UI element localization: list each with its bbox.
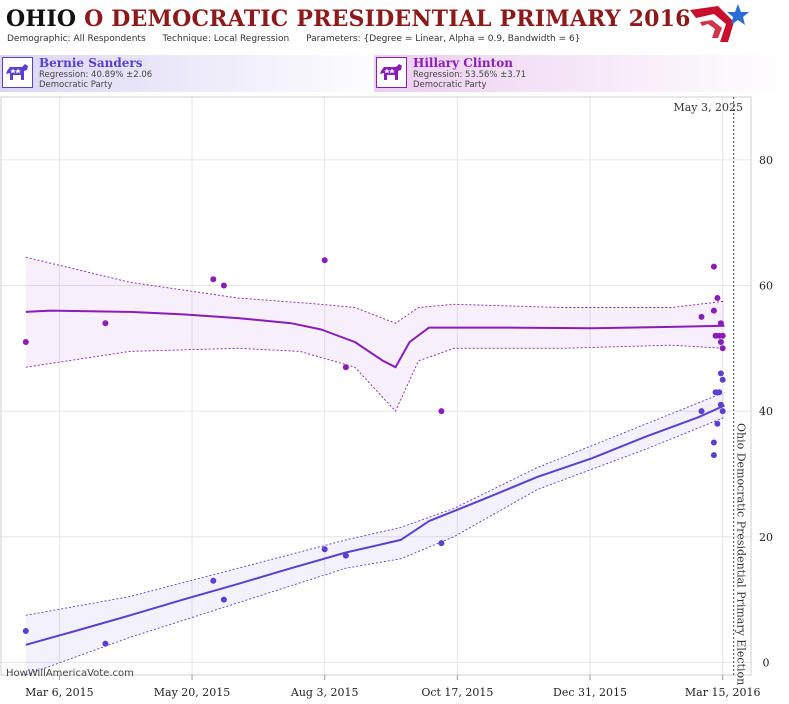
poll-point [342,552,349,559]
regression-line [25,309,725,369]
x-tick-label: Oct 17, 2015 [421,686,493,699]
poll-point [719,345,726,352]
poll-point [710,307,717,314]
donkey-icon [376,57,407,88]
poll-point [719,376,726,383]
poll-point [438,408,445,415]
confidence-band [25,392,725,675]
poll-point [717,339,724,345]
confidence-bands [25,256,725,676]
page-title: OHIO O DEMOCRATIC PRESIDENTIAL PRIMARY 2… [6,6,691,32]
donkey-icon [2,57,33,88]
candidate-regression: Regression: 40.89% ±2.06 [39,70,153,80]
candidate-party: Democratic Party [413,80,487,90]
candidate-name: Bernie Sanders [39,56,143,70]
confidence-band [25,257,725,412]
poll-point [321,257,328,264]
poll-point [210,577,217,584]
candidate-name: Hillary Clinton [413,56,513,70]
chart-header: OHIO O DEMOCRATIC PRESIDENTIAL PRIMARY 2… [0,0,789,52]
poll-point [321,546,328,553]
site-logo [690,4,749,42]
candidate-party: Democratic Party [39,80,113,90]
watermark: HowWillAmericaVote.com [6,668,134,679]
poll-point [22,628,29,634]
regression-lines [25,309,725,646]
poll-point [342,364,349,371]
poll-point [710,439,717,446]
regression-line [25,404,725,646]
band-upper-line [25,256,725,324]
band-upper-line [25,391,725,616]
poll-point [710,452,717,459]
election-label: Ohio Democratic Presidential Primary Ele… [735,423,748,685]
election-marker: Ohio Democratic Presidential Primary Ele… [673,97,748,685]
poll-point [698,408,705,415]
poll-point [102,320,109,327]
corner-date-label: May 3, 2025 [673,101,743,114]
y-tick-label: 80 [759,154,773,167]
poll-point [719,408,726,415]
technique-value: Local Regression [213,34,290,44]
poll-point [710,263,717,270]
title-rest: O DEMOCRATIC PRESIDENTIAL PRIMARY 2016 [76,6,691,32]
candidate-card-sanders: Bernie Sanders Regression: 40.89% ±2.06 … [0,55,394,92]
poll-point [714,295,721,301]
y-tick-label: 0 [763,656,770,669]
x-tick-label: Mar 15, 2016 [685,686,761,699]
chart-plot: Mar 6, 2015 May 20, 2015 Aug 3, 2015 Oct 17… [0,96,773,699]
y-tick-label: 20 [759,531,773,544]
x-tick-label: Dec 31, 2015 [553,686,627,699]
poll-point [717,401,724,408]
poll-point [698,313,705,320]
poll-point [717,370,724,377]
parameters-value: {Degree = Linear, Alpha = 0.9, Bandwidth… [363,34,581,44]
poll-point [714,420,721,427]
candidate-regression: Regression: 53.56% ±3.71 [413,70,527,80]
x-tick-label: Aug 3, 2015 [290,686,359,699]
y-tick-label: 40 [759,405,773,418]
plot-border [0,96,752,676]
poll-point [102,640,109,647]
demographic-value: All Respondents [73,34,146,44]
poll-point [716,389,723,396]
candidate-card-clinton: Hillary Clinton Regression: 53.56% ±3.71… [374,55,789,92]
y-tick-label: 60 [759,279,773,292]
poll-point [210,276,217,283]
poll-point [220,596,227,603]
poll-point [719,332,726,339]
parameters-label: Parameters: [306,34,361,44]
axes: Mar 6, 2015 May 20, 2015 Aug 3, 2015 Oct 17… [25,154,773,699]
poll-points [22,257,726,647]
band-lower-line [25,416,725,676]
band-lower-line [25,344,725,412]
poll-point [717,320,724,327]
technique-label: Technique: [162,34,211,44]
x-tick-label: May 20, 2015 [154,686,231,699]
demographic-label: Demographic: [7,34,71,44]
x-tick-label: Mar 6, 2015 [25,686,94,699]
parameters-line: Demographic: All Respondents Technique: … [7,34,580,44]
poll-point [220,282,227,289]
poll-point [22,339,29,345]
poll-point [438,540,445,547]
state-name: OHIO [6,6,77,32]
grid-lines [1,97,751,675]
